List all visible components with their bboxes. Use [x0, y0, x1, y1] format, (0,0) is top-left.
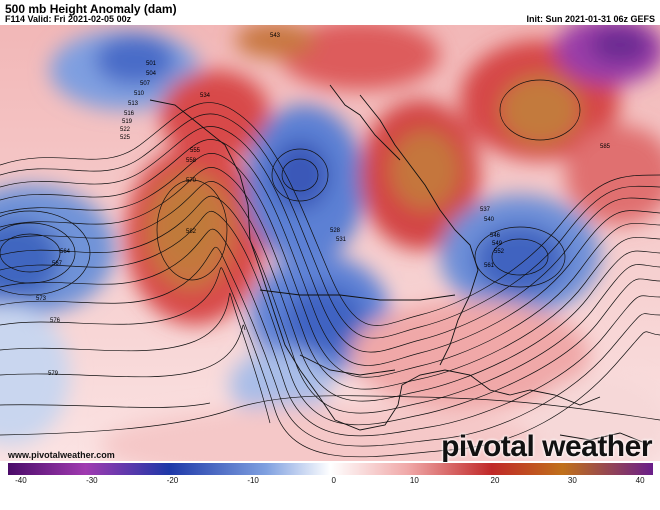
- contour-labels: 501 504 507 510 513 516 519 522 525 528 …: [36, 33, 611, 377]
- colorbar-tick: 30: [567, 476, 577, 485]
- contour-label: 534: [200, 93, 211, 99]
- contour-label: 573: [36, 296, 47, 302]
- colorbar-tick: -40: [15, 476, 27, 485]
- contour-label: 513: [128, 101, 139, 107]
- contour-label: 525: [120, 135, 131, 141]
- contour-label: 528: [330, 228, 341, 234]
- colorbar-tick: 40: [635, 476, 645, 485]
- anomaly-colorbar: [8, 462, 653, 475]
- colorbar-tick-labels: -40 -30 -20 -10 0 10 20 30 40: [8, 476, 653, 490]
- colorbar-tick: 0: [331, 476, 336, 485]
- colorbar-tick: -20: [166, 476, 179, 485]
- contour-label: 507: [140, 81, 151, 87]
- contour-label: 504: [146, 71, 157, 77]
- contour-label: 549: [492, 241, 503, 247]
- map-canvas: 501 504 507 510 513 516 519 522 525 528 …: [0, 25, 660, 461]
- colorbar-gradient: [8, 463, 653, 475]
- contour-label: 540: [484, 217, 495, 223]
- contour-label: 519: [122, 119, 133, 125]
- contour-label: 552: [494, 249, 505, 255]
- coastlines: [149, 84, 651, 446]
- contour-label: 543: [270, 33, 281, 39]
- contour-label: 501: [146, 61, 157, 67]
- contour-label: 564: [60, 249, 71, 255]
- contour-label: 567: [52, 261, 63, 267]
- contour-label: 537: [480, 207, 491, 213]
- contour-label: 546: [490, 233, 501, 239]
- colorbar-tick: -30: [86, 476, 98, 485]
- colorbar-label-strip: [0, 475, 660, 510]
- contour-label: 555: [190, 148, 201, 154]
- map-title: 500 mb Height Anomaly (dam): [5, 2, 177, 16]
- brand-watermark: pivotal weather: [441, 430, 652, 463]
- colorbar-tick: -10: [247, 476, 259, 485]
- contour-label: 570: [186, 178, 197, 184]
- contour-label: 558: [186, 158, 197, 164]
- source-url-label: www.pivotalweather.com: [8, 450, 115, 460]
- contour-label: 531: [336, 237, 347, 243]
- anomaly-shading: [0, 25, 660, 461]
- contour-label: 510: [134, 91, 145, 97]
- contour-label: 576: [50, 318, 61, 324]
- colorbar-tick: 10: [409, 476, 419, 485]
- contour-label: 582: [186, 229, 197, 235]
- height-anomaly-map: 501 504 507 510 513 516 519 522 525 528 …: [0, 25, 660, 461]
- contour-label: 522: [120, 127, 131, 133]
- height-contours: [0, 79, 660, 458]
- init-time-label: Init: Sun 2021-01-31 06z GEFS: [526, 14, 655, 24]
- valid-time-label: F114 Valid: Fri 2021-02-05 00z: [5, 14, 132, 24]
- contour-label: 561: [484, 263, 495, 269]
- colorbar-tick: 20: [490, 476, 500, 485]
- contour-label: 585: [600, 144, 611, 150]
- contour-label: 579: [48, 371, 59, 377]
- contour-label: 516: [124, 111, 135, 117]
